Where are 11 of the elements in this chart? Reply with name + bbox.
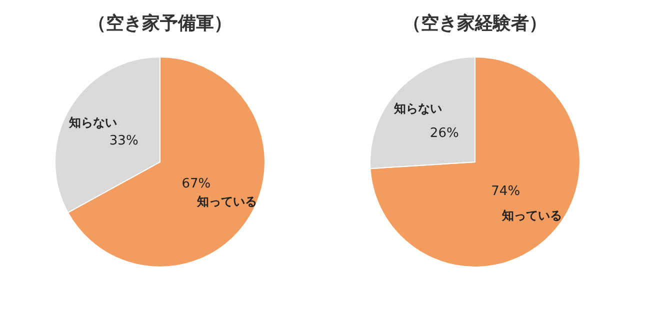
slice-label: 知っている <box>500 208 562 222</box>
slice-label: 知っている <box>196 194 258 209</box>
data-label: 67% <box>182 176 211 192</box>
data-label: 33% <box>109 134 138 149</box>
data-label: 26% <box>430 126 459 142</box>
slice-label: 知らない <box>68 115 117 130</box>
data-label: 74% <box>491 184 520 199</box>
pie-slice <box>370 56 580 268</box>
slice-label: 知らない <box>393 102 442 116</box>
chart-title: （空き家経験者） <box>403 13 547 34</box>
chart-title: （空き家予備軍） <box>88 13 232 34</box>
